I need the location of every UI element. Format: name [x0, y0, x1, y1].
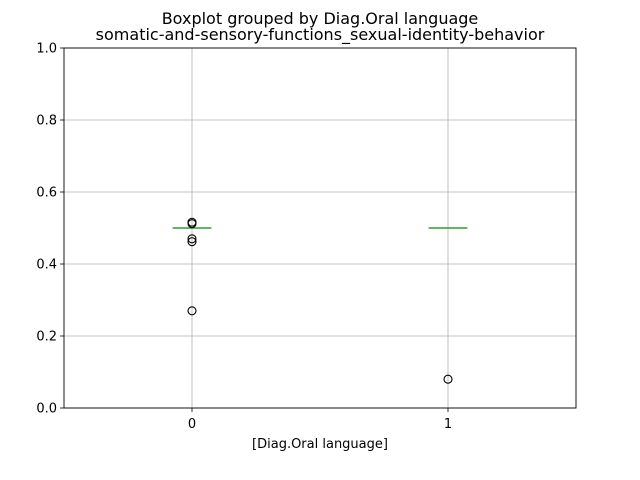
outlier-point	[187, 234, 197, 244]
outlier-point	[443, 374, 453, 384]
grid-lines	[64, 47, 576, 409]
chart-title: Boxplot grouped by Diag.Oral language	[162, 9, 479, 28]
x-tick-label: 1	[444, 417, 452, 432]
y-tick-label: 0.2	[36, 330, 57, 345]
y-tick-label: 0.4	[36, 258, 57, 273]
x-axis-label: [Diag.Oral language]	[252, 437, 388, 452]
y-tick-label: 0.0	[36, 402, 57, 417]
outlier-point	[187, 219, 197, 229]
axes-frame	[63, 47, 577, 409]
y-tick-label: 1.0	[36, 42, 57, 57]
chart-subtitle: somatic-and-sensory-functions_sexual-ide…	[96, 25, 545, 45]
outlier-point	[187, 237, 197, 247]
outlier-point	[187, 306, 197, 316]
y-tick-label: 0.6	[36, 186, 57, 201]
axes: 0.0 0.2 0.4 0.6 0.8 1.0 0 1	[36, 42, 577, 432]
x-tick-label: 0	[188, 417, 196, 432]
y-tick-label: 0.8	[36, 114, 57, 129]
box-marks	[172, 217, 468, 384]
